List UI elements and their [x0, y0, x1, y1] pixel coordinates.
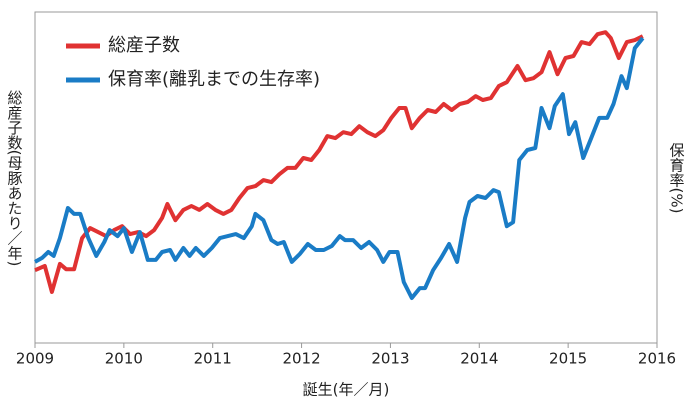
data-line [34, 36, 645, 300]
legend-label: 保育率(離乳までの生存率) [108, 69, 320, 90]
x-tick-label: 2016 [638, 350, 676, 368]
x-axis-label: 誕生(年／月) [303, 381, 390, 399]
y2-axis-label: 保育率(%) [668, 143, 686, 214]
plot-frame [34, 11, 658, 344]
x-tick-label: 2012 [282, 350, 320, 368]
data-line [34, 30, 644, 294]
y-axis-label: 総産子数(母豚あたり／年) [6, 90, 24, 267]
x-tick-label: 2009 [16, 350, 54, 368]
legend-label: 総産子数 [108, 35, 180, 56]
x-tick-label: 2013 [371, 350, 409, 368]
x-tick-label: 2011 [194, 350, 232, 368]
x-tick-label: 2015 [549, 350, 587, 368]
x-tick-label: 2010 [105, 350, 143, 368]
x-tick-label: 2014 [460, 350, 498, 368]
